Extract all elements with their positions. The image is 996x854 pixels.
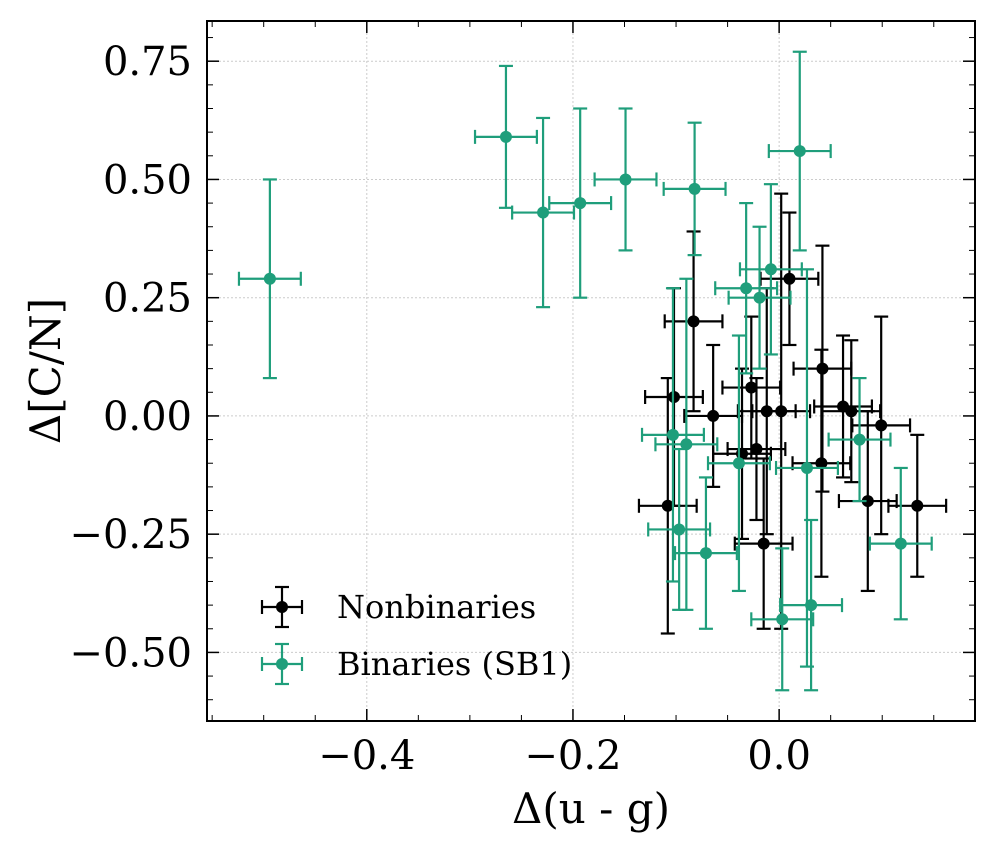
data-point-group [473,64,538,209]
data-point [499,130,512,143]
data-point-group [813,334,874,479]
data-point-group [647,447,712,611]
data-point-group [593,107,658,252]
x-axis-label: Δ(u - g) [512,784,670,833]
data-point [753,291,766,304]
legend-marker-dot [276,601,288,613]
tick-marks [207,21,975,721]
x-tick-label: 0.0 [747,733,811,779]
data-point [853,433,866,446]
y-tick-label: 0.00 [103,394,192,440]
data-point-group [640,287,705,583]
legend-label: Binaries (SB1) [337,645,572,683]
data-point-group [774,268,839,668]
data-point [805,599,818,612]
data-point [750,443,763,456]
y-axis-label: Δ[C/N] [21,298,70,444]
data-point-group [714,201,779,375]
data-point-group [759,211,820,347]
data-point-group [792,244,853,493]
data-point [861,495,874,508]
data-point [757,537,770,550]
data-point-group [779,518,844,692]
x-tick-label: −0.4 [318,733,415,779]
data-point [911,499,924,512]
data-point [537,206,550,219]
legend-label: Nonbinaries [337,588,536,626]
data-point [764,263,777,276]
data-point [875,419,888,432]
legend: Nonbinaries Binaries (SB1) [260,585,572,686]
data-point-group [548,107,613,299]
data-point-group [837,410,898,593]
data-point-group [868,466,933,621]
data-point-group [237,178,302,380]
data-point-group [706,334,771,593]
data-point [699,547,712,560]
data-point-group [733,457,794,630]
y-tick-label: −0.25 [69,512,192,558]
data-point [783,272,796,285]
data-point-group [511,116,576,309]
legend-marker-dot [276,658,288,670]
data-point-group [727,225,792,370]
data-point [680,438,693,451]
legend-item: Nonbinaries [260,585,536,629]
data-point [776,613,789,626]
data-point-group [750,547,815,692]
data-point [687,315,700,328]
data-point [793,145,806,158]
data-point [816,362,829,375]
data-point [740,282,753,295]
data-series [237,50,948,692]
data-point [894,537,907,550]
x-tick-label: −0.2 [524,733,621,779]
data-point-group [851,315,912,536]
data-point [263,272,276,285]
data-point-group [673,476,738,630]
tick-labels: −0.4 −0.2 0.0 0.75 0.50 0.25 0.00 −0.25 −0.50 [69,39,811,779]
data-point-group [738,183,803,356]
legend-item: Binaries (SB1) [260,642,572,686]
data-point [619,173,632,186]
y-tick-label: −0.50 [69,630,192,676]
data-point-group [654,277,719,611]
data-point [745,381,758,394]
y-tick-label: 0.25 [103,276,192,322]
data-point [666,428,679,441]
data-point [732,457,745,470]
plot-frame [206,20,976,722]
data-point [845,405,858,418]
y-tick-label: 0.75 [103,39,192,85]
data-point-group [663,230,724,413]
data-point-group [726,376,787,522]
data-point [574,197,587,210]
data-point [673,523,686,536]
data-point [800,461,813,474]
data-point [707,409,720,422]
data-point-group [662,121,727,257]
series-binaries [237,50,933,692]
data-point-group [887,433,948,578]
grid [207,21,975,721]
data-point-group [827,376,892,503]
data-point [775,405,788,418]
data-point [688,182,701,195]
data-point-group [767,50,832,252]
y-tick-label: 0.50 [103,157,192,203]
